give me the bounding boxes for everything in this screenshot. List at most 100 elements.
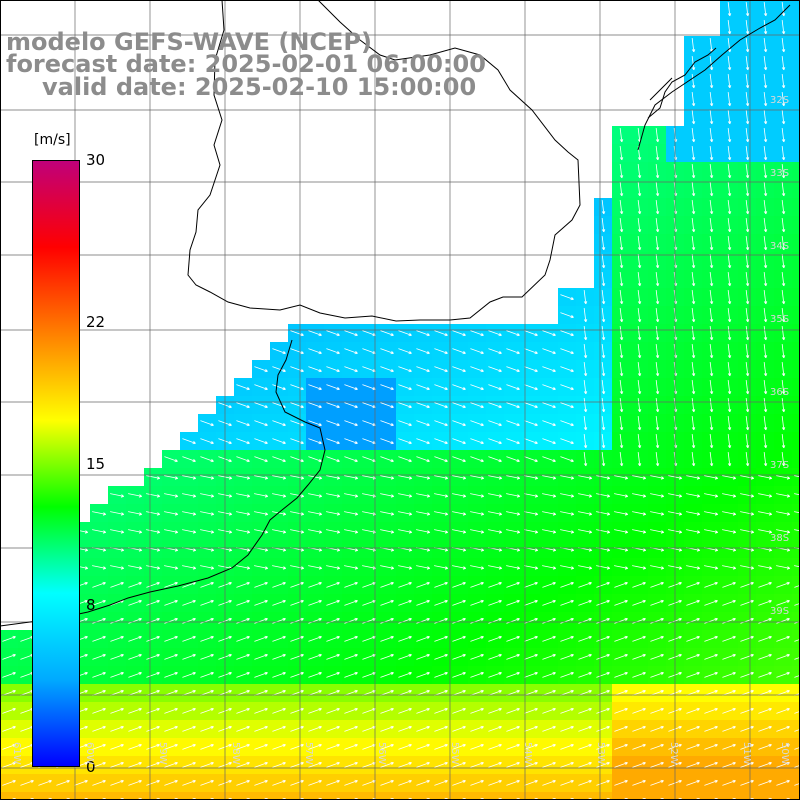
wind-arrow xyxy=(236,384,250,391)
longitude-label: 58W xyxy=(230,742,241,765)
wind-arrow xyxy=(308,599,322,606)
wind-arrow xyxy=(452,384,466,391)
wind-arrow xyxy=(290,689,304,696)
wind-arrow xyxy=(308,743,322,750)
wind-arrow xyxy=(745,200,750,215)
wind-arrow xyxy=(236,438,250,445)
coastline-south xyxy=(0,339,326,627)
wind-arrow xyxy=(745,434,750,449)
wind-arrow xyxy=(650,635,664,642)
wind-cell xyxy=(414,792,433,800)
wind-arrow xyxy=(619,182,624,197)
wind-cell xyxy=(432,792,451,800)
wind-arrow xyxy=(578,653,592,660)
wind-arrow xyxy=(727,290,732,305)
wind-arrow xyxy=(542,779,556,786)
wind-arrow xyxy=(452,761,466,768)
wind-arrow xyxy=(452,366,466,373)
colorbar-tick-label: 30 xyxy=(86,151,106,169)
wind-arrow xyxy=(794,692,800,696)
wind-arrow xyxy=(758,617,772,624)
wind-arrow xyxy=(254,456,268,463)
wind-arrow xyxy=(272,743,286,750)
wind-arrow xyxy=(398,475,413,480)
wind-arrow xyxy=(326,529,341,534)
wind-arrow xyxy=(745,164,750,179)
wind-arrow xyxy=(290,348,304,355)
wind-arrow xyxy=(236,511,251,516)
wind-arrow xyxy=(691,344,696,359)
wind-arrow xyxy=(722,779,736,786)
wind-arrow xyxy=(434,581,448,588)
wind-arrow xyxy=(164,635,178,642)
wind-arrow xyxy=(637,218,642,233)
wind-arrow xyxy=(614,761,628,768)
wind-arrow xyxy=(398,743,412,750)
longitude-label: 51W xyxy=(741,742,752,765)
wind-arrow xyxy=(254,493,269,498)
wind-arrow xyxy=(745,380,750,395)
wind-arrow xyxy=(722,617,736,624)
wind-arrow xyxy=(709,110,714,125)
wind-cell xyxy=(558,792,577,800)
wind-arrow xyxy=(272,493,287,498)
wind-arrow xyxy=(110,511,125,516)
wind-arrow xyxy=(763,200,768,215)
wind-arrow xyxy=(740,779,754,786)
wind-cell xyxy=(792,360,800,379)
wind-cell xyxy=(270,792,289,800)
wind-arrow xyxy=(709,398,714,413)
wind-arrow xyxy=(619,380,624,395)
wind-arrow xyxy=(308,402,322,409)
colorbar-tick-label: 15 xyxy=(86,454,106,473)
wind-arrow xyxy=(2,761,16,768)
wind-arrow xyxy=(326,475,341,480)
wind-arrow xyxy=(686,493,701,498)
wind-arrow xyxy=(434,617,448,624)
wind-arrow xyxy=(763,272,768,287)
wind-arrow xyxy=(452,635,466,642)
wind-arrow xyxy=(272,707,286,714)
latitude-label: 37S xyxy=(770,460,790,471)
wind-arrow xyxy=(92,743,106,750)
wind-arrow xyxy=(344,653,358,660)
wind-arrow xyxy=(128,671,142,678)
wind-arrow xyxy=(560,493,575,498)
wind-arrow xyxy=(488,384,502,391)
wind-arrow xyxy=(601,236,606,251)
wind-arrow xyxy=(560,565,575,570)
wind-arrow xyxy=(745,326,750,341)
wind-arrow xyxy=(745,308,750,323)
wind-arrow xyxy=(290,761,304,768)
wind-arrow xyxy=(781,218,786,233)
wind-arrow xyxy=(146,581,160,588)
wind-arrow xyxy=(470,653,484,660)
wind-arrow xyxy=(691,416,696,431)
wind-arrow xyxy=(650,565,665,570)
wind-arrow xyxy=(637,380,642,395)
wind-arrow xyxy=(146,617,160,624)
wind-arrow xyxy=(650,689,664,696)
wind-cell xyxy=(792,288,800,307)
wind-arrow xyxy=(344,599,358,606)
wind-arrow xyxy=(452,565,467,570)
wind-arrow xyxy=(200,529,215,534)
wind-arrow xyxy=(2,689,16,696)
wind-arrow xyxy=(128,635,142,642)
longitude-label: 61W xyxy=(11,742,22,765)
wind-arrow xyxy=(434,761,448,768)
wind-arrow xyxy=(326,635,340,642)
wind-arrow xyxy=(272,617,286,624)
wind-arrow xyxy=(727,128,732,143)
wind-arrow xyxy=(506,493,521,498)
wind-arrow xyxy=(542,581,556,588)
wind-arrow xyxy=(542,493,557,498)
wind-arrow xyxy=(686,635,700,642)
wind-arrow xyxy=(763,110,768,125)
wind-arrow xyxy=(182,529,197,534)
wind-arrow xyxy=(727,434,732,449)
wind-arrow xyxy=(344,420,358,427)
wind-arrow xyxy=(524,475,539,480)
wind-arrow xyxy=(745,344,750,359)
wind-arrow xyxy=(506,511,521,516)
